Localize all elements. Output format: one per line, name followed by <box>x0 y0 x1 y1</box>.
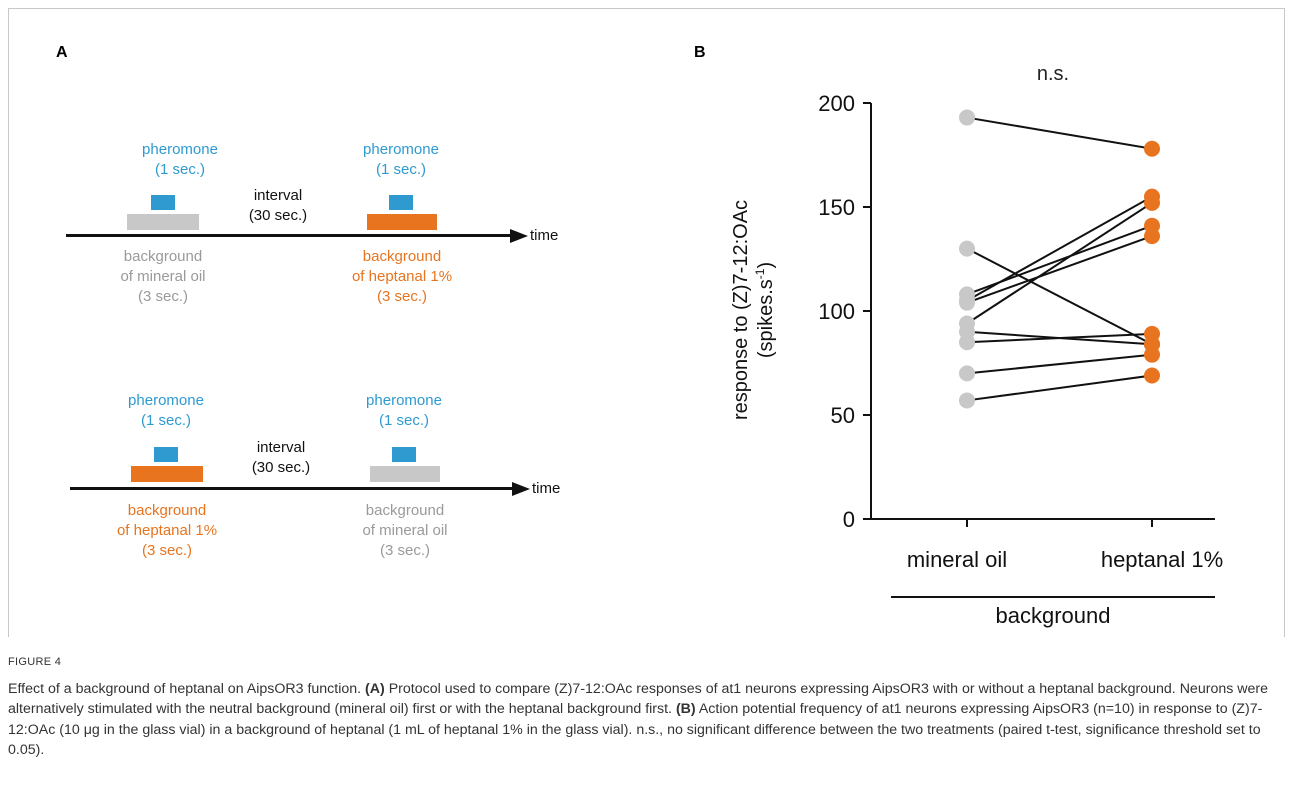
p1-pheromone-pulse-2 <box>389 195 413 210</box>
p2-time-arrow-icon <box>512 482 530 496</box>
y-axis-label-line2: (spikes.s-1) <box>753 262 777 358</box>
paired-line <box>966 247 1153 346</box>
p2-time-label: time <box>532 480 561 497</box>
caption-a-text: Protocol used to compare (Z)7-12:OAc res… <box>8 680 1269 718</box>
paired-line <box>966 202 1153 325</box>
p1-bg2-line2: of heptanal 1% <box>351 268 453 285</box>
p2-bg2-label: background of mineral oil (3 sec.) <box>340 501 470 561</box>
y-axis-unit-superscript: -1 <box>753 268 767 279</box>
figure-frame <box>8 8 1285 637</box>
p2-time-axis <box>70 487 518 490</box>
p1-interval-line1: interval <box>253 187 303 204</box>
mineral-oil-point <box>959 294 975 311</box>
panel-b-letter: B <box>694 44 706 61</box>
heptanal-point <box>1144 228 1160 245</box>
mineral-oil-point <box>959 334 975 351</box>
p2-bg1-label: background of heptanal 1% (3 sec.) <box>102 501 232 561</box>
y-tick-label: 0 <box>843 507 855 532</box>
p1-pulse1-label-line1: pheromone <box>142 141 218 158</box>
caption-b-label: (B) <box>675 701 696 717</box>
caption-a-label: (A) <box>365 680 385 697</box>
p1-interval-line2: (30 sec.) <box>248 207 308 224</box>
paired-line <box>966 116 1153 150</box>
p1-bg2-line1: background <box>362 248 442 265</box>
y-tick-label: 50 <box>831 403 855 428</box>
paired-line <box>966 374 1153 402</box>
p1-time-label: time <box>530 227 559 244</box>
x-group-label: background <box>996 603 1111 628</box>
y-axis-unit: (spikes.s <box>755 279 777 358</box>
y-axis-label-line1: response to (Z)7-12:OAc <box>730 200 752 420</box>
p1-pulse2-label-line1: pheromone <box>363 141 439 158</box>
x-tick-label: mineral oil <box>907 547 1007 572</box>
p1-bg1-line3: (3 sec.) <box>137 288 188 305</box>
p2-pulse1-label: pheromone (1 sec.) <box>106 391 226 431</box>
mineral-oil-point <box>959 365 975 382</box>
p2-bg2-line3: (3 sec.) <box>379 542 430 559</box>
p1-heptanal-background-bar <box>367 214 437 230</box>
p2-pulse1-label-line1: pheromone <box>128 392 204 409</box>
p2-pheromone-pulse-2 <box>392 447 416 462</box>
paired-line <box>966 332 1153 344</box>
p1-pulse2-label: pheromone (1 sec.) <box>341 140 461 180</box>
heptanal-point <box>1144 346 1160 363</box>
caption-title: Effect of a background of heptanal on Ai… <box>8 680 362 697</box>
x-tick-label: heptanal 1% <box>1101 547 1223 572</box>
p2-bg1-line1: background <box>127 502 207 519</box>
p2-bg1-line2: of heptanal 1% <box>116 522 218 539</box>
p2-interval-line2: (30 sec.) <box>251 459 311 476</box>
y-axis-unit-close: ) <box>755 262 777 269</box>
p2-pulse1-label-line2: (1 sec.) <box>140 412 191 429</box>
p1-pulse2-label-line2: (1 sec.) <box>375 161 426 178</box>
p1-time-arrow-icon <box>510 229 528 243</box>
p2-bg2-line2: of mineral oil <box>362 522 448 539</box>
p1-pulse1-label: pheromone (1 sec.) <box>120 140 240 180</box>
y-tick-label: 100 <box>818 299 855 324</box>
p1-bg2-label: background of heptanal 1% (3 sec.) <box>337 247 467 307</box>
p2-heptanal-background-bar <box>131 466 203 482</box>
p1-pulse1-label-line2: (1 sec.) <box>154 161 205 178</box>
p1-bg1-line2: of mineral oil <box>120 268 206 285</box>
mineral-oil-point <box>959 392 975 409</box>
p2-interval-line1: interval <box>256 439 306 456</box>
p1-bg1-label: background of mineral oil (3 sec.) <box>98 247 228 307</box>
significance-label: n.s. <box>1037 63 1069 85</box>
y-tick-label: 150 <box>818 195 855 220</box>
p1-bg2-line3: (3 sec.) <box>376 288 427 305</box>
p2-interval-label: interval (30 sec.) <box>231 438 331 478</box>
paired-line <box>966 353 1153 375</box>
p1-mineral-oil-background-bar <box>127 214 199 230</box>
p2-pheromone-pulse-1 <box>154 447 178 462</box>
p2-bg2-line1: background <box>365 502 445 519</box>
heptanal-point <box>1144 140 1160 157</box>
p1-interval-label: interval (30 sec.) <box>228 186 328 226</box>
figure-caption: FIGURE 4 Effect of a background of hepta… <box>8 652 1285 761</box>
heptanal-point <box>1144 194 1160 211</box>
heptanal-point <box>1144 367 1160 384</box>
p2-mineral-oil-background-bar <box>370 466 440 482</box>
paired-line <box>966 195 1153 302</box>
caption-b-text: Action potential frequency of at1 neuron… <box>8 701 1263 758</box>
mineral-oil-point <box>959 240 975 257</box>
figure-label: FIGURE 4 <box>8 656 62 668</box>
p2-bg1-line3: (3 sec.) <box>141 542 192 559</box>
p1-time-axis <box>66 234 516 237</box>
paired-line <box>966 235 1153 304</box>
y-tick-label: 200 <box>818 91 855 116</box>
p2-pulse2-label: pheromone (1 sec.) <box>344 391 464 431</box>
p1-bg1-line1: background <box>123 248 203 265</box>
mineral-oil-point <box>959 109 975 126</box>
y-axis-label: response to (Z)7-12:OAc (spikes.s-1) <box>730 200 777 420</box>
heptanal-point <box>1144 325 1160 342</box>
p1-pheromone-pulse-1 <box>151 195 175 210</box>
panel-a-letter: A <box>56 44 68 61</box>
p2-pulse2-label-line1: pheromone <box>366 392 442 409</box>
p2-pulse2-label-line2: (1 sec.) <box>378 412 429 429</box>
